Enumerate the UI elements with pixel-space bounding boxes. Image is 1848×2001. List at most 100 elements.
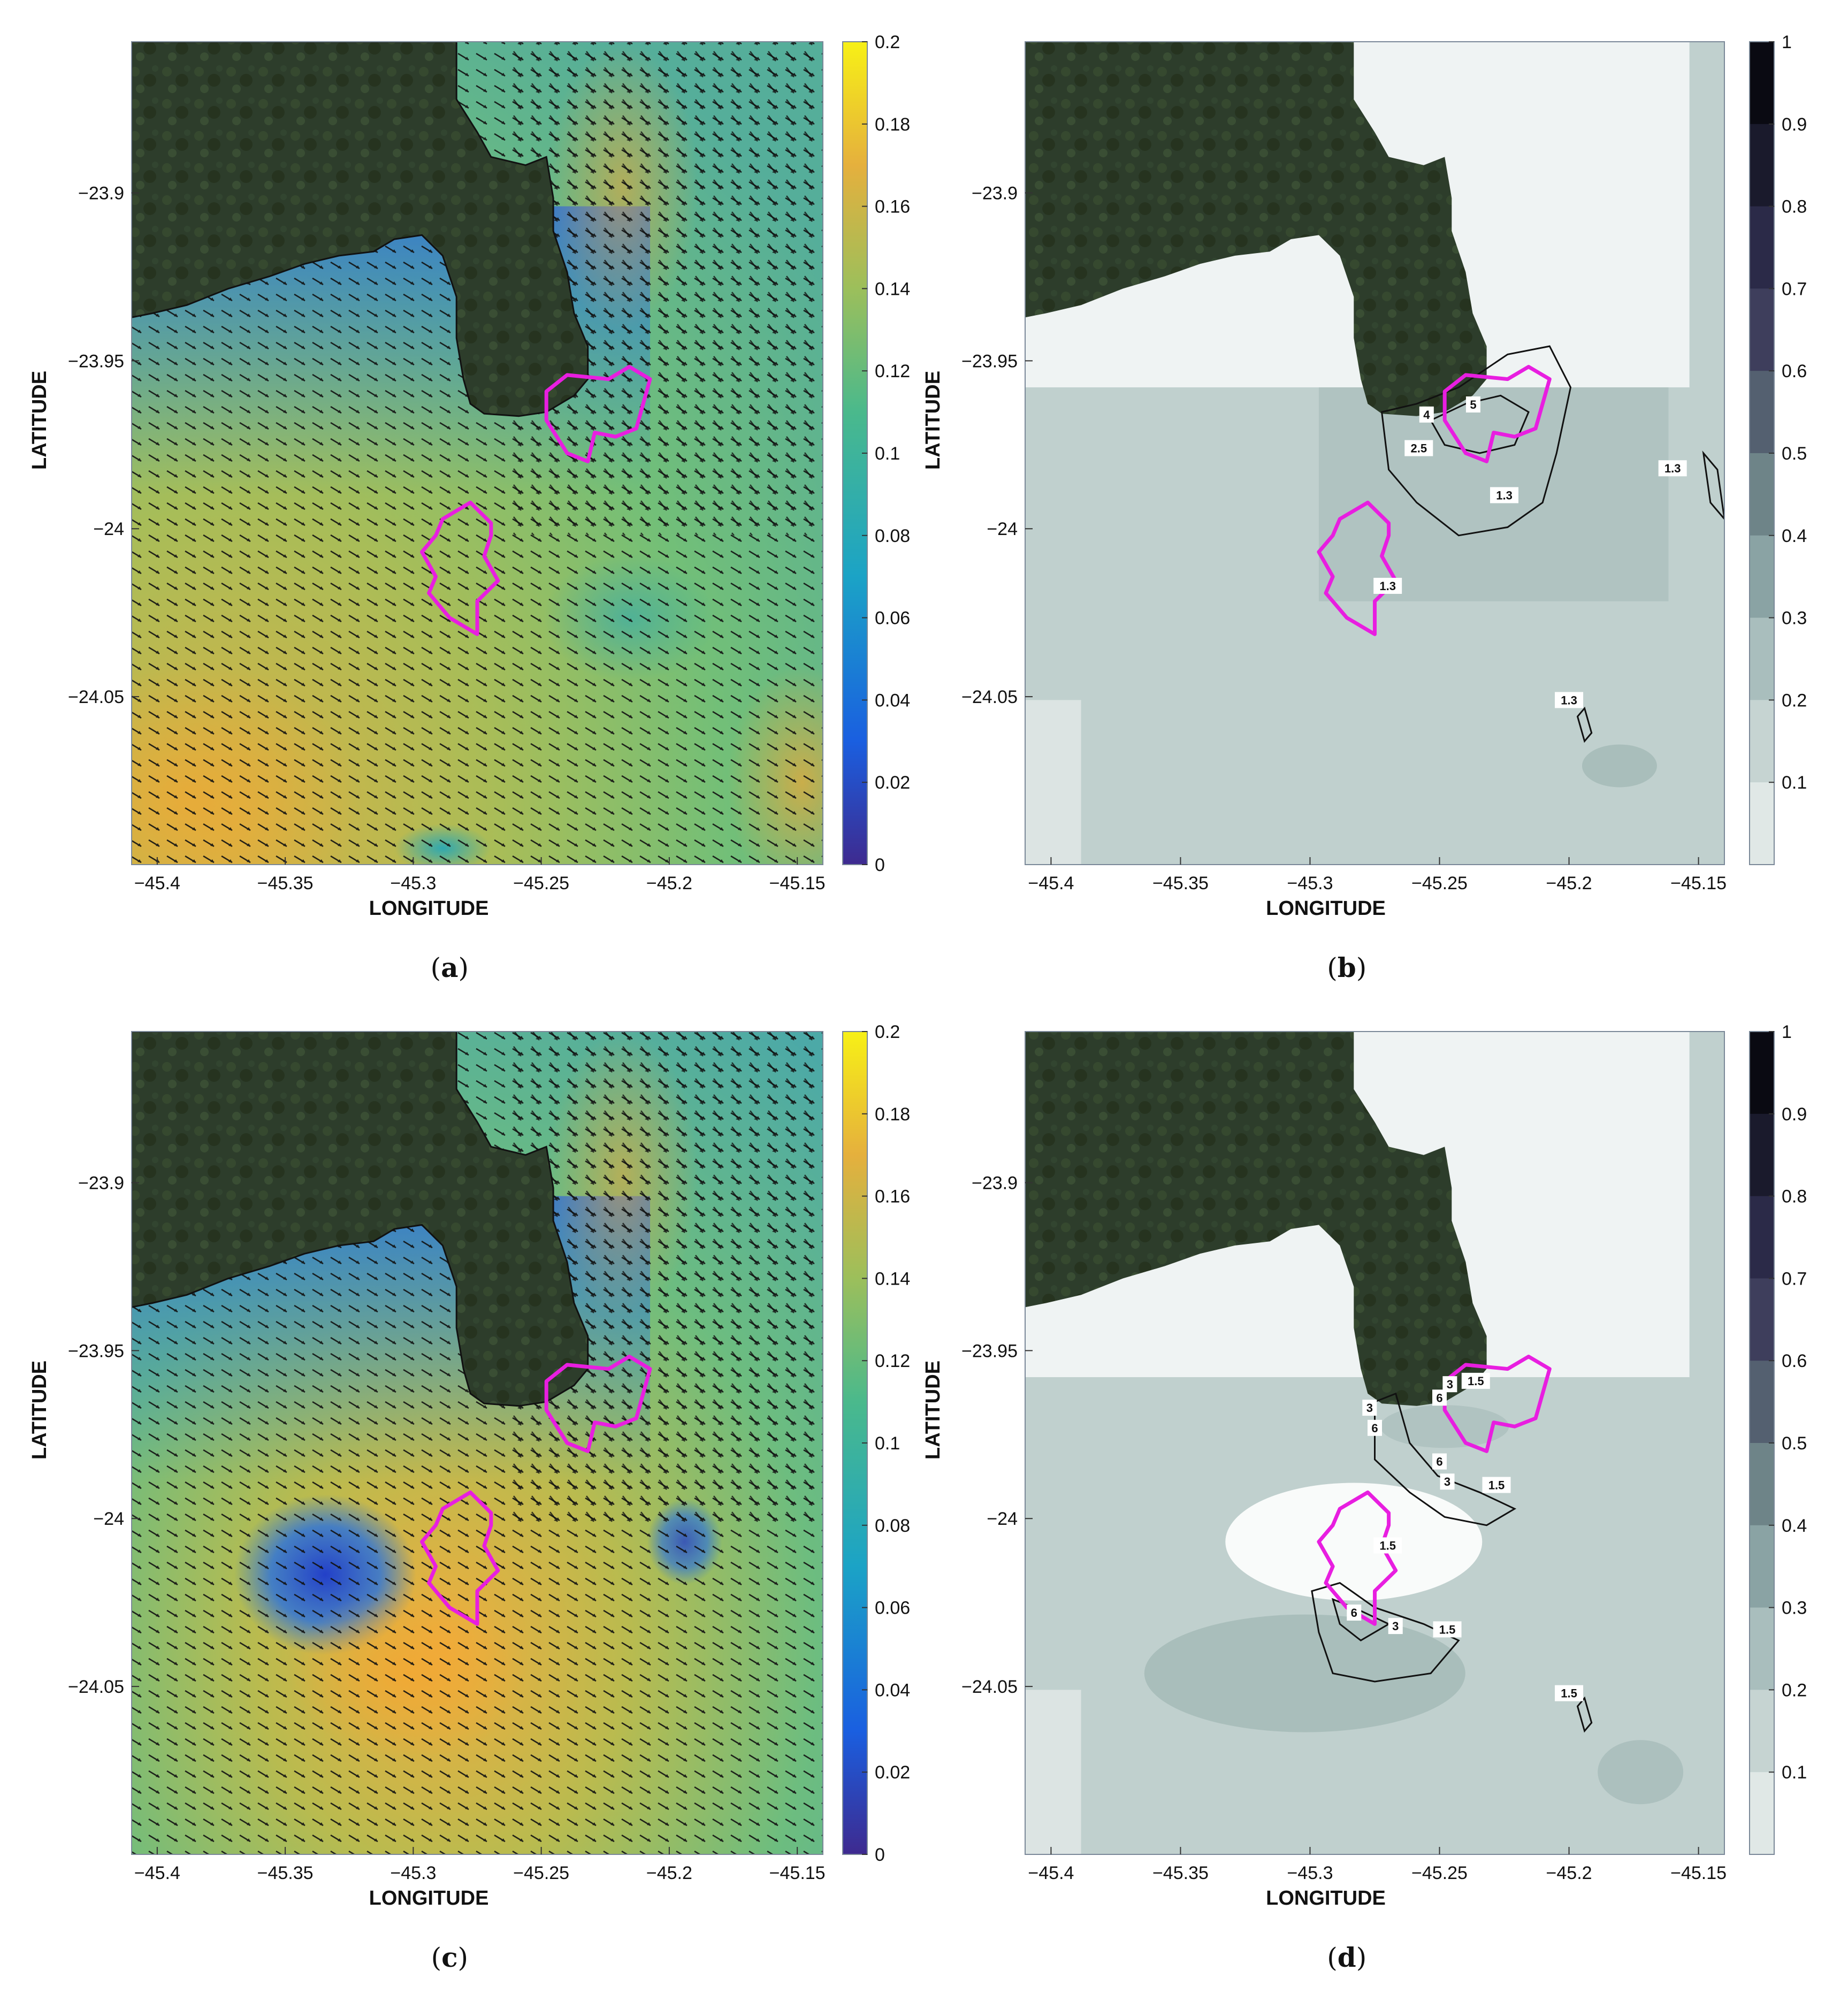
- contour-label: 3: [1444, 1475, 1450, 1488]
- land-island: [1025, 1032, 1487, 1406]
- x-tick-label: −45.3: [1287, 873, 1333, 893]
- colorbar-tick-label: 0.12: [875, 361, 910, 381]
- panel-c: −45.4 −45.35 −45.3 −45.25 −45.2 −45.15 LONGITU…: [28, 1022, 910, 1973]
- colorbar: 1 0.9 0.8 0.7 0.6 0.5 0.4 0.3 0.2 0.1: [1749, 32, 1807, 865]
- colorbar-tick-label: 1: [1782, 32, 1792, 52]
- contour-label: 1.5: [1468, 1374, 1484, 1388]
- colorbar-tick-label: 0.6: [1782, 1351, 1807, 1371]
- colorbar-tick-label: 0.9: [1782, 114, 1807, 135]
- x-tick-label: −45.35: [257, 873, 314, 893]
- colorbar-segment: [1750, 617, 1774, 701]
- x-tick-label: −45.25: [513, 873, 569, 893]
- colorbar-tick-label: 0.08: [875, 1516, 910, 1536]
- x-axis: −45.4 −45.35 −45.3 −45.25 −45.2 −45.15: [134, 857, 826, 893]
- contour-label: 1.5: [1488, 1478, 1505, 1492]
- colorbar-tick-label: 0.12: [875, 1351, 910, 1371]
- colorbar-tick-label: 0.3: [1782, 1598, 1807, 1618]
- colorbar-tick-label: 0.4: [1782, 526, 1807, 546]
- x-axis: −45.4 −45.35 −45.3 −45.25 −45.2 −45.15: [1028, 857, 1727, 893]
- colorbar-segment: [1750, 700, 1774, 783]
- colorbar-tick-label: 0.14: [875, 279, 910, 299]
- y-axis-title: LATITUDE: [28, 1361, 51, 1460]
- colorbar-tick-label: 0.06: [875, 1598, 910, 1618]
- contour-line: [1311, 1582, 1460, 1683]
- high-probability-zone: [1598, 1740, 1684, 1805]
- x-axis: −45.4 −45.35 −45.3 −45.25 −45.2 −45.15: [134, 1847, 826, 1883]
- contour-label: 1.3: [1379, 579, 1396, 593]
- colorbar-segment: [1750, 42, 1774, 125]
- panel-caption: (c): [431, 1942, 468, 1973]
- colorbar-tick-label: 0.4: [1782, 1516, 1807, 1536]
- axes-frame: [1025, 41, 1725, 865]
- colorbar-tick-label: 0.7: [1782, 279, 1807, 299]
- low-probability-zone: [1025, 1690, 1081, 1854]
- y-axis: −23.9 −23.95 −24 −24.05: [68, 183, 139, 707]
- colorbar: 0.2 0.18 0.16 0.14 0.12 0.1 0.08 0.06 0.04 0.02 0: [842, 1022, 910, 1865]
- contour-label-box: [1555, 1685, 1584, 1701]
- colorbar-tick-label: 0: [875, 1845, 885, 1865]
- x-tick-label: −45.35: [1152, 873, 1209, 893]
- y-tick-label: −23.95: [961, 351, 1018, 371]
- x-tick-label: −45.15: [769, 873, 826, 893]
- y-axis-title: LATITUDE: [922, 1361, 944, 1460]
- contour-label-box: [1373, 1537, 1402, 1554]
- x-tick-label: −45.4: [1028, 1863, 1074, 1883]
- colorbar-tick-label: 0.5: [1782, 444, 1807, 464]
- contour-label: 1.3: [1561, 693, 1577, 707]
- x-axis-title: LONGITUDE: [369, 897, 489, 920]
- contour-label: 3: [1392, 1620, 1399, 1633]
- y-tick-label: −24.05: [961, 1677, 1018, 1697]
- colorbar-segment: [1750, 1525, 1774, 1608]
- study-area-polygon: [1442, 365, 1552, 463]
- y-tick-label: −23.9: [78, 183, 124, 203]
- x-tick-label: −45.2: [646, 1863, 692, 1883]
- colorbar-segment: [1750, 288, 1774, 372]
- colorbar-segment: [1750, 1278, 1774, 1362]
- colorbar-tick-label: 0.8: [1782, 197, 1807, 217]
- map-area-c: [132, 1032, 823, 1854]
- contour-line: [1374, 1392, 1517, 1526]
- x-tick-label: −45.2: [1546, 1863, 1592, 1883]
- x-tick-label: −45.35: [257, 1863, 314, 1883]
- colorbar-tick-label: 0.3: [1782, 608, 1807, 629]
- x-tick-label: −45.3: [390, 1863, 436, 1883]
- colorbar-tick-label: 0.1: [1782, 773, 1807, 793]
- contour-label-box: [1404, 440, 1433, 456]
- axes-frame: [1025, 1031, 1725, 1855]
- y-tick-label: −23.9: [972, 1173, 1018, 1193]
- y-axis: −23.9 −23.95 −24 −24.05: [961, 1173, 1033, 1697]
- contour-label-box: [1490, 487, 1519, 503]
- land-island: [132, 42, 589, 417]
- contour-label: 4: [1423, 408, 1430, 422]
- colorbar-segment: [1750, 1443, 1774, 1526]
- study-area-polygon: [544, 365, 652, 463]
- x-tick-label: −45.15: [1670, 1863, 1727, 1883]
- colorbar-tick-label: 0.04: [875, 690, 910, 711]
- study-area-polygon: [420, 500, 500, 636]
- colorbar-tick-label: 1: [1782, 1022, 1792, 1042]
- colorbar-tick-label: 0.18: [875, 114, 910, 135]
- x-tick-label: −45.25: [1411, 873, 1468, 893]
- x-axis-title: LONGITUDE: [1266, 897, 1386, 920]
- contour-label: 1.3: [1664, 462, 1681, 475]
- panel-caption: (d): [1327, 1942, 1366, 1973]
- study-area-polygon: [420, 1490, 500, 1626]
- colorbar-tick-label: 0.1: [875, 444, 900, 464]
- contour-label: 1.3: [1496, 488, 1513, 502]
- contour-label-box: [1658, 460, 1687, 477]
- colorbar-tick-label: 0.1: [1782, 1762, 1807, 1783]
- contour-label-box: [1465, 396, 1480, 413]
- contour-label: 3: [1447, 1378, 1453, 1391]
- colorbar-tick-label: 0.5: [1782, 1433, 1807, 1454]
- high-probability-zone: [1582, 744, 1657, 788]
- low-probability-zone: [1225, 1483, 1483, 1601]
- high-probability-zone: [1380, 1405, 1509, 1448]
- colorbar-segment: [1750, 1607, 1774, 1691]
- colorbar-tick-label: 0.16: [875, 1187, 910, 1207]
- map-area-b: [1025, 42, 1724, 865]
- colorbar-tick-label: 0.2: [875, 32, 900, 52]
- contour-label: 1.5: [1439, 1623, 1456, 1636]
- contour-label-box: [1388, 1618, 1403, 1635]
- contour-label: 1.5: [1561, 1687, 1577, 1700]
